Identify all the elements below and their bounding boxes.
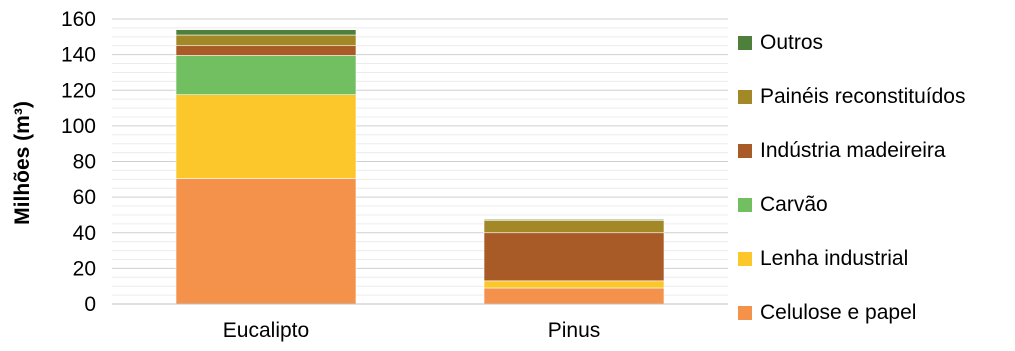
legend-swatch bbox=[738, 252, 752, 266]
legend-swatch bbox=[738, 144, 752, 158]
legend-label: Celulose e papel bbox=[760, 301, 917, 324]
y-tick-label: 140 bbox=[61, 44, 96, 67]
legend-label: Lenha industrial bbox=[760, 247, 909, 270]
legend-swatch bbox=[738, 306, 752, 320]
legend-swatch bbox=[738, 90, 752, 104]
legend-swatch bbox=[738, 36, 752, 50]
x-tick-label: Eucalipto bbox=[223, 319, 309, 342]
bar-segment bbox=[483, 280, 665, 289]
legend-label: Painéis reconstituídos bbox=[760, 85, 966, 108]
y-tick-label: 160 bbox=[61, 8, 96, 31]
bars bbox=[175, 29, 665, 305]
x-tick-label: Pinus bbox=[548, 319, 601, 342]
legend-item: Painéis reconstituídos bbox=[738, 82, 965, 112]
legend-item: Carvão bbox=[738, 190, 828, 220]
legend-item: Indústria madeireira bbox=[738, 136, 946, 166]
y-tick-label: 0 bbox=[84, 293, 96, 316]
bar-segment bbox=[175, 34, 357, 47]
legend-label: Outros bbox=[760, 31, 824, 54]
bar-segment bbox=[483, 219, 665, 221]
y-tick-label: 60 bbox=[73, 186, 96, 209]
y-tick-label: 80 bbox=[73, 151, 96, 174]
y-axis-label: Milhões (m³) bbox=[11, 101, 34, 225]
legend-item: Outros bbox=[738, 28, 823, 58]
bar-segment bbox=[175, 94, 357, 179]
bar-segment bbox=[483, 287, 665, 305]
legend-label: Indústria madeireira bbox=[760, 139, 946, 162]
bar-segment bbox=[483, 232, 665, 282]
legend-label: Carvão bbox=[760, 193, 828, 216]
axes: 0 20 40 60 80 100 120 140 160 Eucalipto Pinus bbox=[61, 8, 728, 342]
legend-item: Lenha industrial bbox=[738, 244, 908, 274]
bar-segment bbox=[175, 178, 357, 305]
bar-segment bbox=[175, 45, 357, 56]
y-tick-label: 100 bbox=[61, 115, 96, 138]
y-tick-label: 40 bbox=[73, 222, 96, 245]
y-tick-label: 120 bbox=[61, 79, 96, 102]
y-tick-label: 20 bbox=[73, 257, 96, 280]
bar-segment bbox=[175, 29, 357, 36]
legend-item: Celulose e papel bbox=[738, 298, 916, 328]
legend-swatch bbox=[738, 198, 752, 212]
bar-segment bbox=[483, 219, 665, 234]
bar-segment bbox=[175, 55, 357, 96]
